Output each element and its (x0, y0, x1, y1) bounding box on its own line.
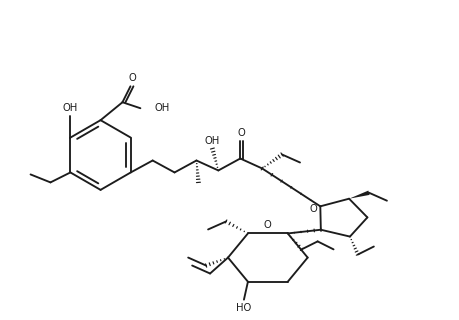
Text: O: O (128, 73, 135, 83)
Text: OH: OH (154, 103, 169, 113)
Text: OH: OH (62, 103, 78, 113)
Text: OH: OH (204, 136, 219, 146)
Polygon shape (348, 191, 369, 199)
Text: HO: HO (236, 303, 251, 313)
Text: O: O (309, 204, 317, 214)
Text: O: O (263, 220, 271, 230)
Text: O: O (237, 128, 245, 138)
